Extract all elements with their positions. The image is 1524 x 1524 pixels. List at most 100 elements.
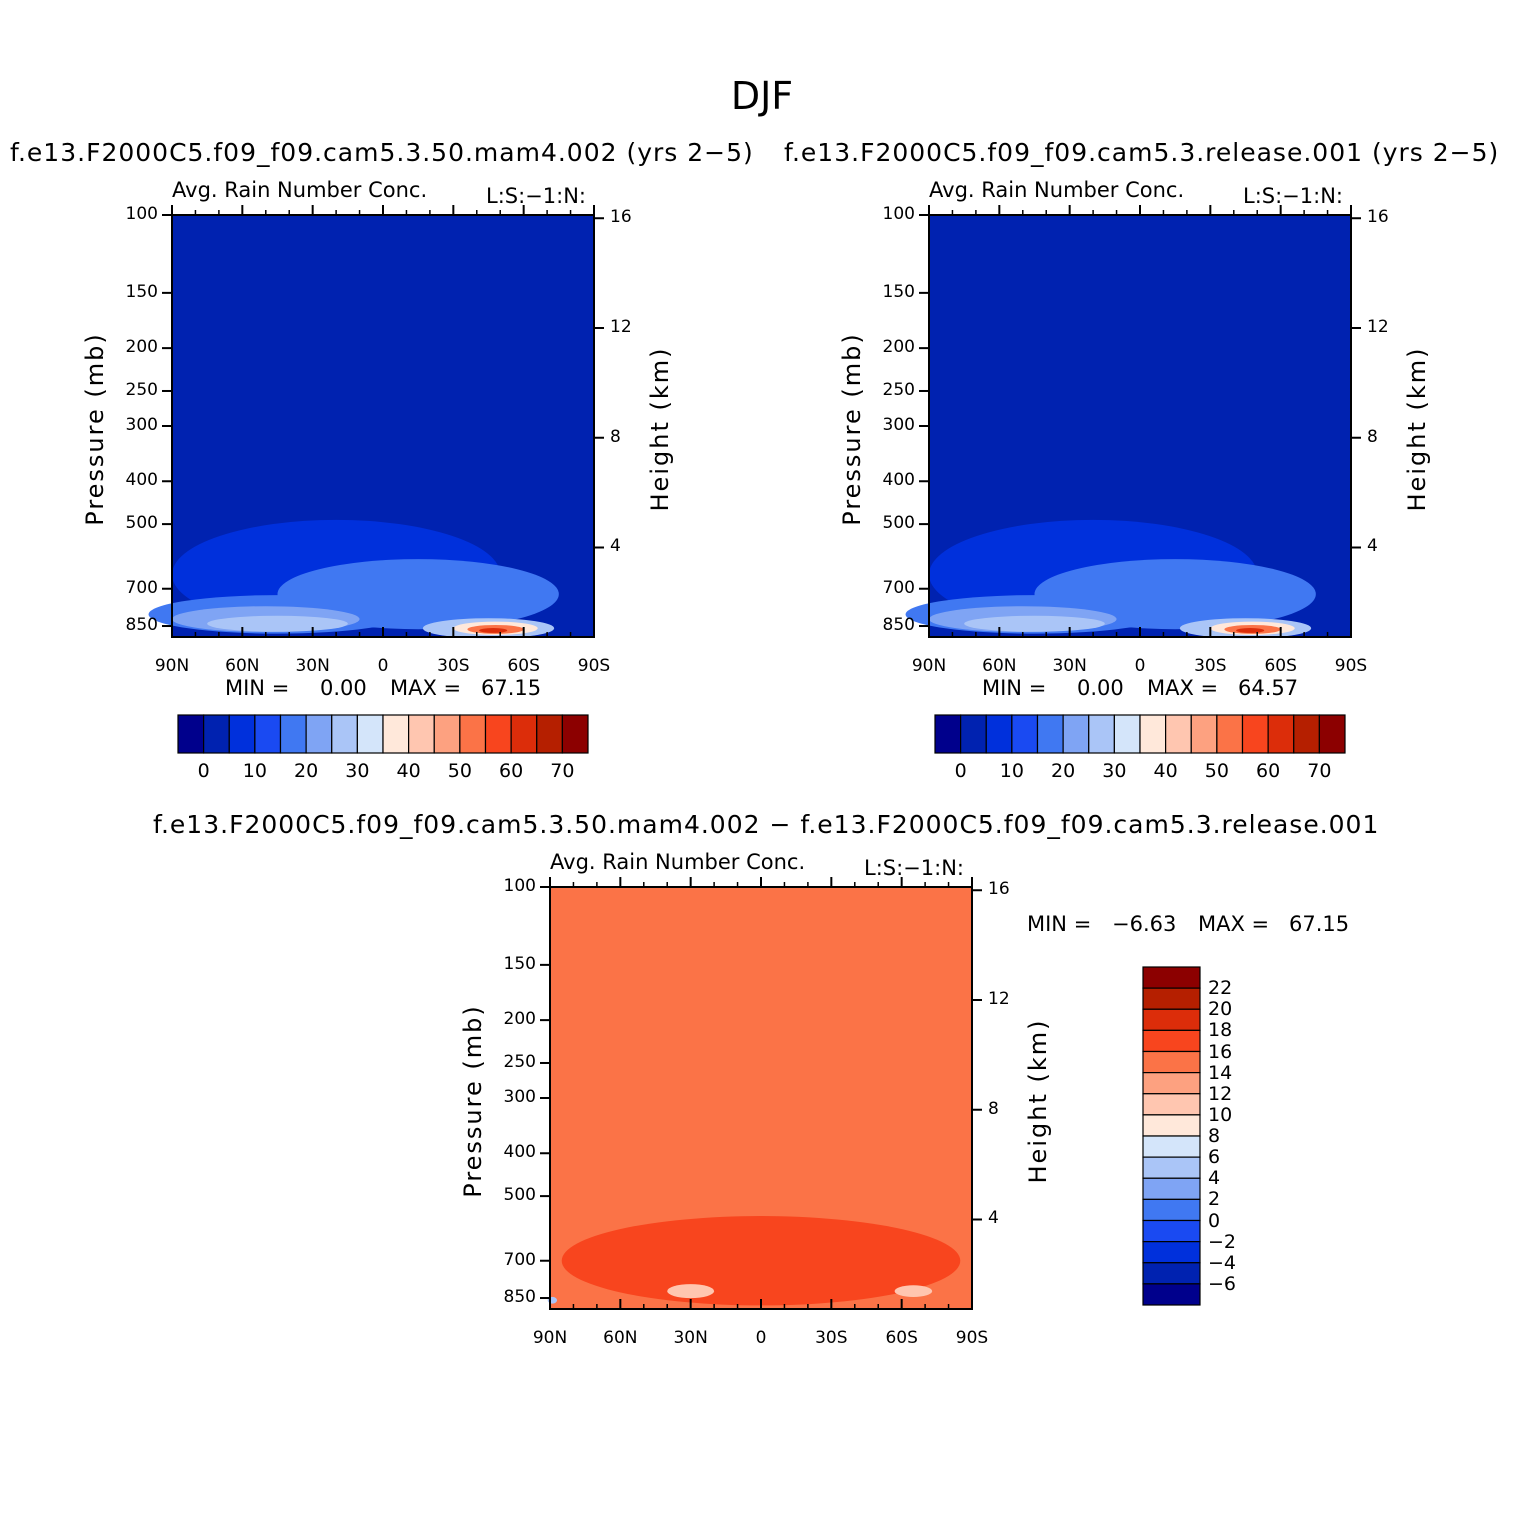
panel-3-xtick-label: 0 [755, 1328, 767, 1348]
panel-3-colorbar-label: 2 [1208, 1188, 1221, 1211]
panel-3-xtick-label: 30N [673, 1328, 708, 1348]
panel-3-ytick-label: 400 [503, 1142, 536, 1163]
panel-2-y2tick-label: 4 [1367, 536, 1378, 557]
panel-3-colorbar-label: −6 [1208, 1272, 1237, 1295]
panel-2-colorbar-box [1062, 714, 1090, 754]
panel-2-colorbar-box [1088, 714, 1115, 754]
panel-3-colorbar-box [1142, 1135, 1201, 1158]
panel-3-plot [540, 877, 982, 1310]
panel-3-colorbar-label: 0 [1208, 1209, 1221, 1232]
panel-3-ytick-label: 700 [503, 1249, 536, 1270]
panel-1-y2tick-label: 4 [610, 536, 621, 557]
panel-3-ytick-label: 200 [503, 1009, 536, 1030]
panel-3-contour-region [667, 1284, 715, 1299]
panel-1-subtitle-right: L:S:−1:N: [486, 184, 586, 208]
panel-3-y2tick-label: 8 [988, 1098, 999, 1119]
panel-1-colorbar-box [536, 714, 563, 754]
panel-2-colorbar-box [1190, 714, 1218, 754]
panel-2-xtick-label: 30N [1052, 656, 1087, 676]
panel-2-y2label: Height (km) [1403, 346, 1431, 512]
panel-2-colorbar-label: 40 [1153, 760, 1178, 782]
panel-1-min-value: 0.00 [320, 676, 367, 700]
panel-1-min-label: MIN = [225, 676, 290, 700]
panel-1-ytick-label: 200 [125, 337, 158, 358]
panel-1-subtitle-left: Avg. Rain Number Conc. [172, 178, 428, 202]
panel-3-ytick-label: 300 [503, 1087, 536, 1107]
panel-2-colorbar-box [1036, 714, 1064, 754]
panel-3-colorbar-box [1142, 1262, 1201, 1285]
panel-3-y2label: Height (km) [1024, 1018, 1052, 1184]
panel-1-ytick-label: 100 [125, 204, 158, 224]
panel-2-colorbar-box [1011, 714, 1039, 754]
panel-2-xtick-label: 60N [982, 656, 1017, 676]
panel-2-colorbar-box [1216, 714, 1244, 754]
panel-3-colorbar-label: 8 [1208, 1125, 1221, 1147]
panel-2-colorbar [934, 714, 1346, 754]
panel-3-xtick-label: 30S [815, 1328, 848, 1348]
panel-1-ytick-label: 150 [125, 281, 158, 302]
panel-2-colorbar-label: 60 [1256, 760, 1281, 782]
panel-3-colorbar-box [1142, 1156, 1201, 1179]
panel-1-ytick-label: 250 [125, 379, 158, 400]
panel-2-ytick-label: 700 [882, 577, 915, 598]
panel-1-title: f.e13.F2000C5.f09_f09.cam5.3.50.mam4.002… [10, 138, 754, 167]
panel-3-colorbar-box [1142, 1219, 1201, 1243]
panel-2-y2tick-label: 8 [1367, 426, 1378, 447]
panel-3-subtitle-right: L:S:−1:N: [864, 856, 964, 880]
panel-3-colorbar-box [1142, 1114, 1201, 1137]
panel-3-colorbar-box [1142, 1050, 1201, 1074]
panel-1-xtick-label: 30S [437, 656, 470, 676]
panel-3-ytick-label: 250 [503, 1051, 536, 1072]
panel-2-ytick-label: 400 [882, 470, 915, 491]
panel-1-colorbar-box [305, 714, 333, 754]
panel-3-ylabel: Pressure (mb) [459, 1004, 487, 1198]
panel-1-y2tick-label: 8 [610, 426, 621, 447]
panel-2-colorbar-box [1318, 714, 1346, 754]
panel-1-colorbar-box [459, 714, 487, 754]
panel-1-ytick-label: 850 [125, 615, 158, 636]
panel-3-contour-region [894, 1285, 933, 1297]
panel-1-y2tick-label: 16 [610, 207, 632, 228]
panel-3-colorbar-box [1142, 1093, 1201, 1116]
panel-3-contour-region [561, 1216, 961, 1306]
panel-2-xtick-label: 90S [1334, 656, 1368, 676]
panel-1-colorbar-label: 30 [345, 760, 370, 782]
panel-3-colorbar [1142, 966, 1201, 1306]
panel-2-min-label: MIN = [982, 676, 1047, 700]
panel-1-colorbar-label: 70 [550, 760, 575, 782]
panel-1-colorbar-label: 0 [197, 760, 210, 782]
panel-2-colorbar-box [934, 714, 962, 754]
figure-title: DJF [730, 74, 794, 118]
panel-2-colorbar-box [985, 714, 1013, 754]
panel-3-colorbar-label: 10 [1208, 1103, 1233, 1126]
panel-2-colorbar-box [1293, 714, 1320, 754]
panel-2-contour-region [964, 615, 1105, 632]
panel-1-colorbar-box [203, 714, 230, 754]
panel-3-colorbar-label: 20 [1208, 998, 1233, 1021]
panel-2-subtitle-right: L:S:−1:N: [1243, 184, 1343, 208]
panel-3-ytick-label: 100 [503, 876, 536, 896]
panel-2-ytick-label: 850 [882, 615, 915, 636]
panel-1-contour-region [479, 628, 508, 633]
panel-1-colorbar-label: 60 [499, 760, 524, 782]
panel-2-colorbar-label: 50 [1204, 760, 1229, 782]
panel-3-colorbar-box [1142, 966, 1201, 989]
panel-2-xtick-label: 90N [911, 656, 947, 676]
panel-2-colorbar-box [1241, 714, 1269, 754]
panel-1-colorbar-box [331, 714, 358, 754]
panel-2-max-value: 64.57 [1238, 676, 1299, 700]
panel-3-colorbar-label: 4 [1208, 1167, 1221, 1190]
panel-1-max-label: MAX = [390, 676, 462, 700]
panel-3-colorbar-label: 16 [1208, 1040, 1233, 1063]
panel-2-xtick-label: 30S [1194, 656, 1227, 676]
panel-2-title: f.e13.F2000C5.f09_f09.cam5.3.release.001… [784, 138, 1500, 167]
panel-2-ytick-label: 100 [882, 204, 915, 224]
panel-1-xtick-label: 60S [507, 656, 540, 676]
panel-3-ytick-label: 150 [503, 953, 536, 974]
panel-1-colorbar-box [177, 714, 205, 754]
panel-1-ytick-label: 300 [125, 415, 158, 435]
panel-1-colorbar-box [254, 714, 282, 754]
panel-3-xtick-label: 60N [603, 1328, 638, 1348]
panel-1-colorbar-label: 10 [242, 760, 267, 782]
